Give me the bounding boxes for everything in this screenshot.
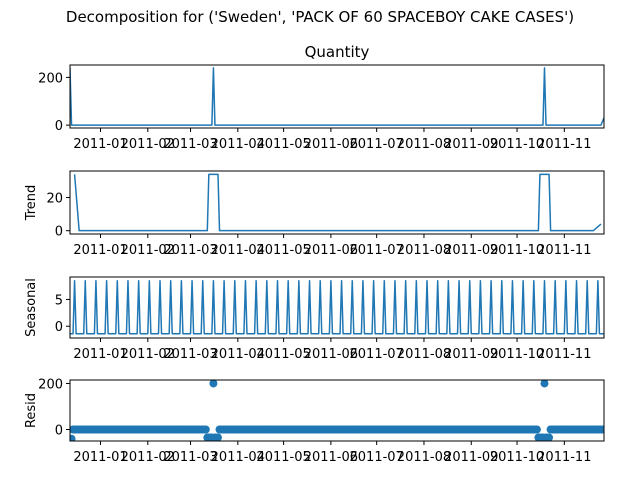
figure-title: Decomposition for ('Sweden', 'PACK OF 60…: [66, 8, 574, 26]
observed-xtick-label: 2011-04: [211, 137, 265, 152]
observed-data: [70, 67, 604, 126]
resid-xtick-label: 2011-04: [211, 450, 265, 465]
observed-xtick-label: 2011-05: [256, 137, 310, 152]
seasonal-data: [70, 280, 604, 335]
trend-data: [73, 173, 602, 232]
resid-xtick-label: 2011-08: [397, 450, 451, 465]
observed-xtick-label: 2011-08: [397, 137, 451, 152]
seasonal-xtick-label: 2011-05: [256, 347, 310, 362]
resid-point: [201, 425, 210, 434]
seasonal-xtick-label: 2011-10: [490, 347, 544, 362]
trend-panel: 0202011-012011-022011-032011-042011-0520…: [24, 170, 605, 258]
seasonal-xtick-label: 2011-09: [444, 347, 498, 362]
resid-xtick-label: 2011-03: [163, 450, 217, 465]
panels-group: 02002011-012011-022011-032011-042011-052…: [24, 64, 605, 465]
trend-xtick-label: 2011-09: [444, 243, 498, 258]
resid-xtick-label: 2011-01: [73, 450, 127, 465]
resid-xtick-label: 2011-10: [490, 450, 544, 465]
resid-ytick-label: 200: [38, 377, 63, 392]
seasonal-xtick-label: 2011-07: [350, 347, 404, 362]
trend-xtick-label: 2011-07: [350, 243, 404, 258]
seasonal-xtick-label: 2011-02: [121, 347, 175, 362]
trend-ytick-label: 0: [55, 225, 63, 240]
resid-frame: [69, 379, 605, 442]
trend-xtick-label: 2011-06: [304, 243, 358, 258]
resid-point: [532, 425, 541, 434]
resid-ylabel: Resid: [24, 393, 39, 428]
seasonal-ytick-label: 5: [55, 293, 63, 308]
resid-xtick-label: 2011-07: [350, 450, 404, 465]
resid-point: [70, 434, 76, 441]
seasonal-xtick-label: 2011-01: [73, 347, 127, 362]
observed-panel: 02002011-012011-022011-032011-042011-052…: [38, 64, 605, 152]
observed-xtick-label: 2011-09: [444, 137, 498, 152]
trend-xtick-label: 2011-04: [211, 243, 265, 258]
observed-ytick-label: 200: [38, 71, 63, 86]
resid-point: [209, 380, 218, 388]
resid-xtick-label: 2011-06: [304, 450, 358, 465]
trend-xtick-label: 2011-08: [397, 243, 451, 258]
trend-xtick-label: 2011-11: [537, 243, 591, 258]
observed-xtick-label: 2011-03: [163, 137, 217, 152]
trend-ytick-label: 20: [46, 192, 63, 207]
resid-data: [70, 380, 604, 441]
resid-panel: 02002011-012011-022011-032011-042011-052…: [24, 377, 605, 465]
observed-xtick-label: 2011-02: [121, 137, 175, 152]
seasonal-xtick-label: 2011-04: [211, 347, 265, 362]
observed-panel-title: Quantity: [305, 43, 370, 61]
observed-xtick-label: 2011-01: [73, 137, 127, 152]
trend-xtick-label: 2011-03: [163, 243, 217, 258]
resid-point: [600, 425, 604, 434]
seasonal-xtick-label: 2011-03: [163, 347, 217, 362]
observed-frame: [69, 64, 605, 129]
seasonal-ytick-label: 0: [55, 320, 63, 335]
trend-ylabel: Trend: [24, 185, 39, 222]
resid-point: [213, 433, 222, 441]
observed-xtick-label: 2011-07: [350, 137, 404, 152]
observed-ytick-label: 0: [55, 119, 63, 134]
trend-xtick-label: 2011-02: [121, 243, 175, 258]
trend-xtick-label: 2011-10: [490, 243, 544, 258]
seasonal-xtick-label: 2011-08: [397, 347, 451, 362]
seasonal-series-line: [70, 280, 604, 335]
resid-xtick-label: 2011-05: [256, 450, 310, 465]
resid-ytick-label: 0: [55, 423, 63, 438]
trend-frame: [69, 170, 605, 235]
resid-xtick-label: 2011-09: [444, 450, 498, 465]
resid-xtick-label: 2011-11: [537, 450, 591, 465]
trend-xtick-label: 2011-05: [256, 243, 310, 258]
observed-xtick-label: 2011-06: [304, 137, 358, 152]
seasonal-xtick-label: 2011-11: [537, 347, 591, 362]
resid-point: [545, 433, 554, 441]
seasonal-panel: 052011-012011-022011-032011-042011-05201…: [24, 276, 605, 362]
seasonal-ylabel: Seasonal: [24, 278, 39, 337]
observed-xtick-label: 2011-10: [490, 137, 544, 152]
seasonal-frame: [69, 276, 605, 339]
observed-series-line: [70, 67, 604, 126]
observed-xtick-label: 2011-11: [537, 137, 591, 152]
resid-xtick-label: 2011-02: [121, 450, 175, 465]
trend-xtick-label: 2011-01: [73, 243, 127, 258]
trend-series-line: [73, 173, 602, 232]
seasonal-xtick-label: 2011-06: [304, 347, 358, 362]
resid-point: [540, 380, 549, 388]
